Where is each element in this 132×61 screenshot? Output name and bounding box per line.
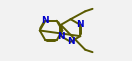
Text: N: N [67, 37, 74, 46]
Text: N: N [77, 20, 84, 29]
Text: N: N [57, 32, 65, 41]
Text: N: N [42, 16, 49, 25]
